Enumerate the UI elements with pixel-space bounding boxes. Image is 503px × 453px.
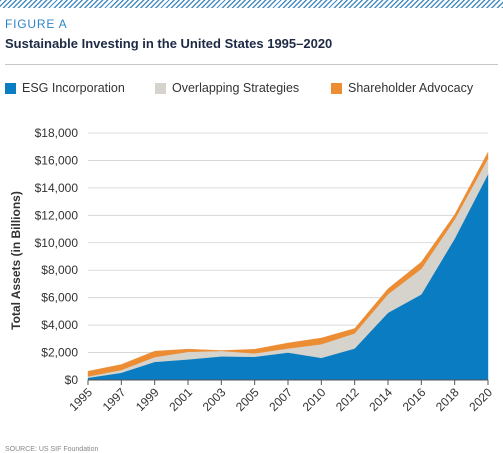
x-tick-label: 1999 [133, 385, 162, 414]
x-tick-label: 2018 [433, 385, 462, 414]
title-divider [5, 64, 498, 65]
y-tick-label: $0 [65, 373, 79, 387]
area-shareholder-advocacy [87, 152, 489, 377]
legend-swatch-overlapping-strategies [155, 83, 166, 94]
header-hatch-band [0, 0, 503, 8]
y-tick-label: $8,000 [41, 263, 78, 277]
y-tick-label: $14,000 [35, 181, 79, 195]
source-note: SOURCE: US SIF Foundation [5, 446, 99, 453]
y-tick-label: $6,000 [41, 291, 78, 305]
y-tick-label: $18,000 [35, 126, 79, 140]
x-tick-label: 1995 [66, 385, 95, 414]
legend-label-esg-incorporation: ESG Incorporation [22, 81, 125, 95]
x-tick-label: 2003 [200, 385, 229, 414]
y-tick-label: $2,000 [41, 346, 78, 360]
y-tick-label: $16,000 [35, 153, 79, 167]
x-tick-label: 2016 [400, 385, 429, 414]
x-tick-label: 2010 [300, 385, 329, 414]
y-tick-label: $12,000 [35, 208, 79, 222]
chart-title: Sustainable Investing in the United Stat… [5, 36, 333, 51]
legend-label-shareholder-advocacy: Shareholder Advocacy [348, 81, 474, 95]
x-tick-label: 2001 [166, 385, 195, 414]
x-tick-label: 1997 [100, 385, 129, 414]
y-tick-label: $10,000 [35, 236, 79, 250]
x-tick-label: 2020 [466, 385, 495, 414]
x-tick-label: 2005 [233, 385, 262, 414]
legend-label-overlapping-strategies: Overlapping Strategies [172, 81, 300, 95]
x-tick-label: 2014 [366, 385, 395, 414]
legend-swatch-shareholder-advocacy [331, 83, 342, 94]
figure-label: FIGURE A [5, 17, 68, 31]
x-tick-label: 2012 [333, 385, 362, 414]
y-axis-label: Total Assets (in Billions) [9, 191, 23, 330]
x-tick-label: 2007 [266, 385, 295, 414]
legend-swatch-esg-incorporation [5, 83, 16, 94]
y-tick-label: $4,000 [41, 318, 78, 332]
